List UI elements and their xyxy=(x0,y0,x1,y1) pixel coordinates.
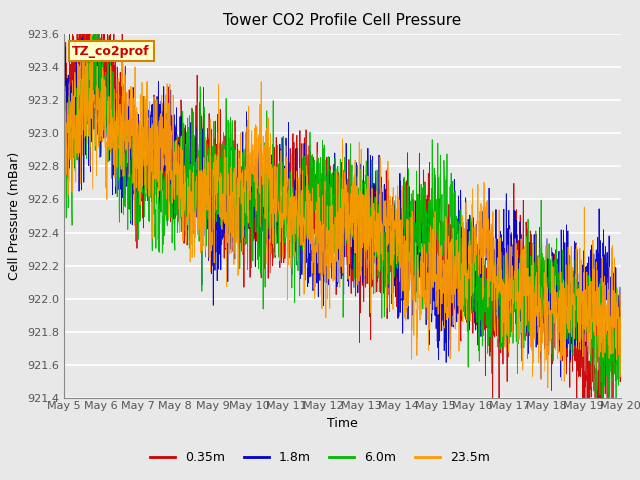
Y-axis label: Cell Pressure (mBar): Cell Pressure (mBar) xyxy=(8,152,22,280)
Text: TZ_co2prof: TZ_co2prof xyxy=(72,45,150,58)
X-axis label: Time: Time xyxy=(327,417,358,430)
Title: Tower CO2 Profile Cell Pressure: Tower CO2 Profile Cell Pressure xyxy=(223,13,461,28)
Legend: 0.35m, 1.8m, 6.0m, 23.5m: 0.35m, 1.8m, 6.0m, 23.5m xyxy=(145,446,495,469)
